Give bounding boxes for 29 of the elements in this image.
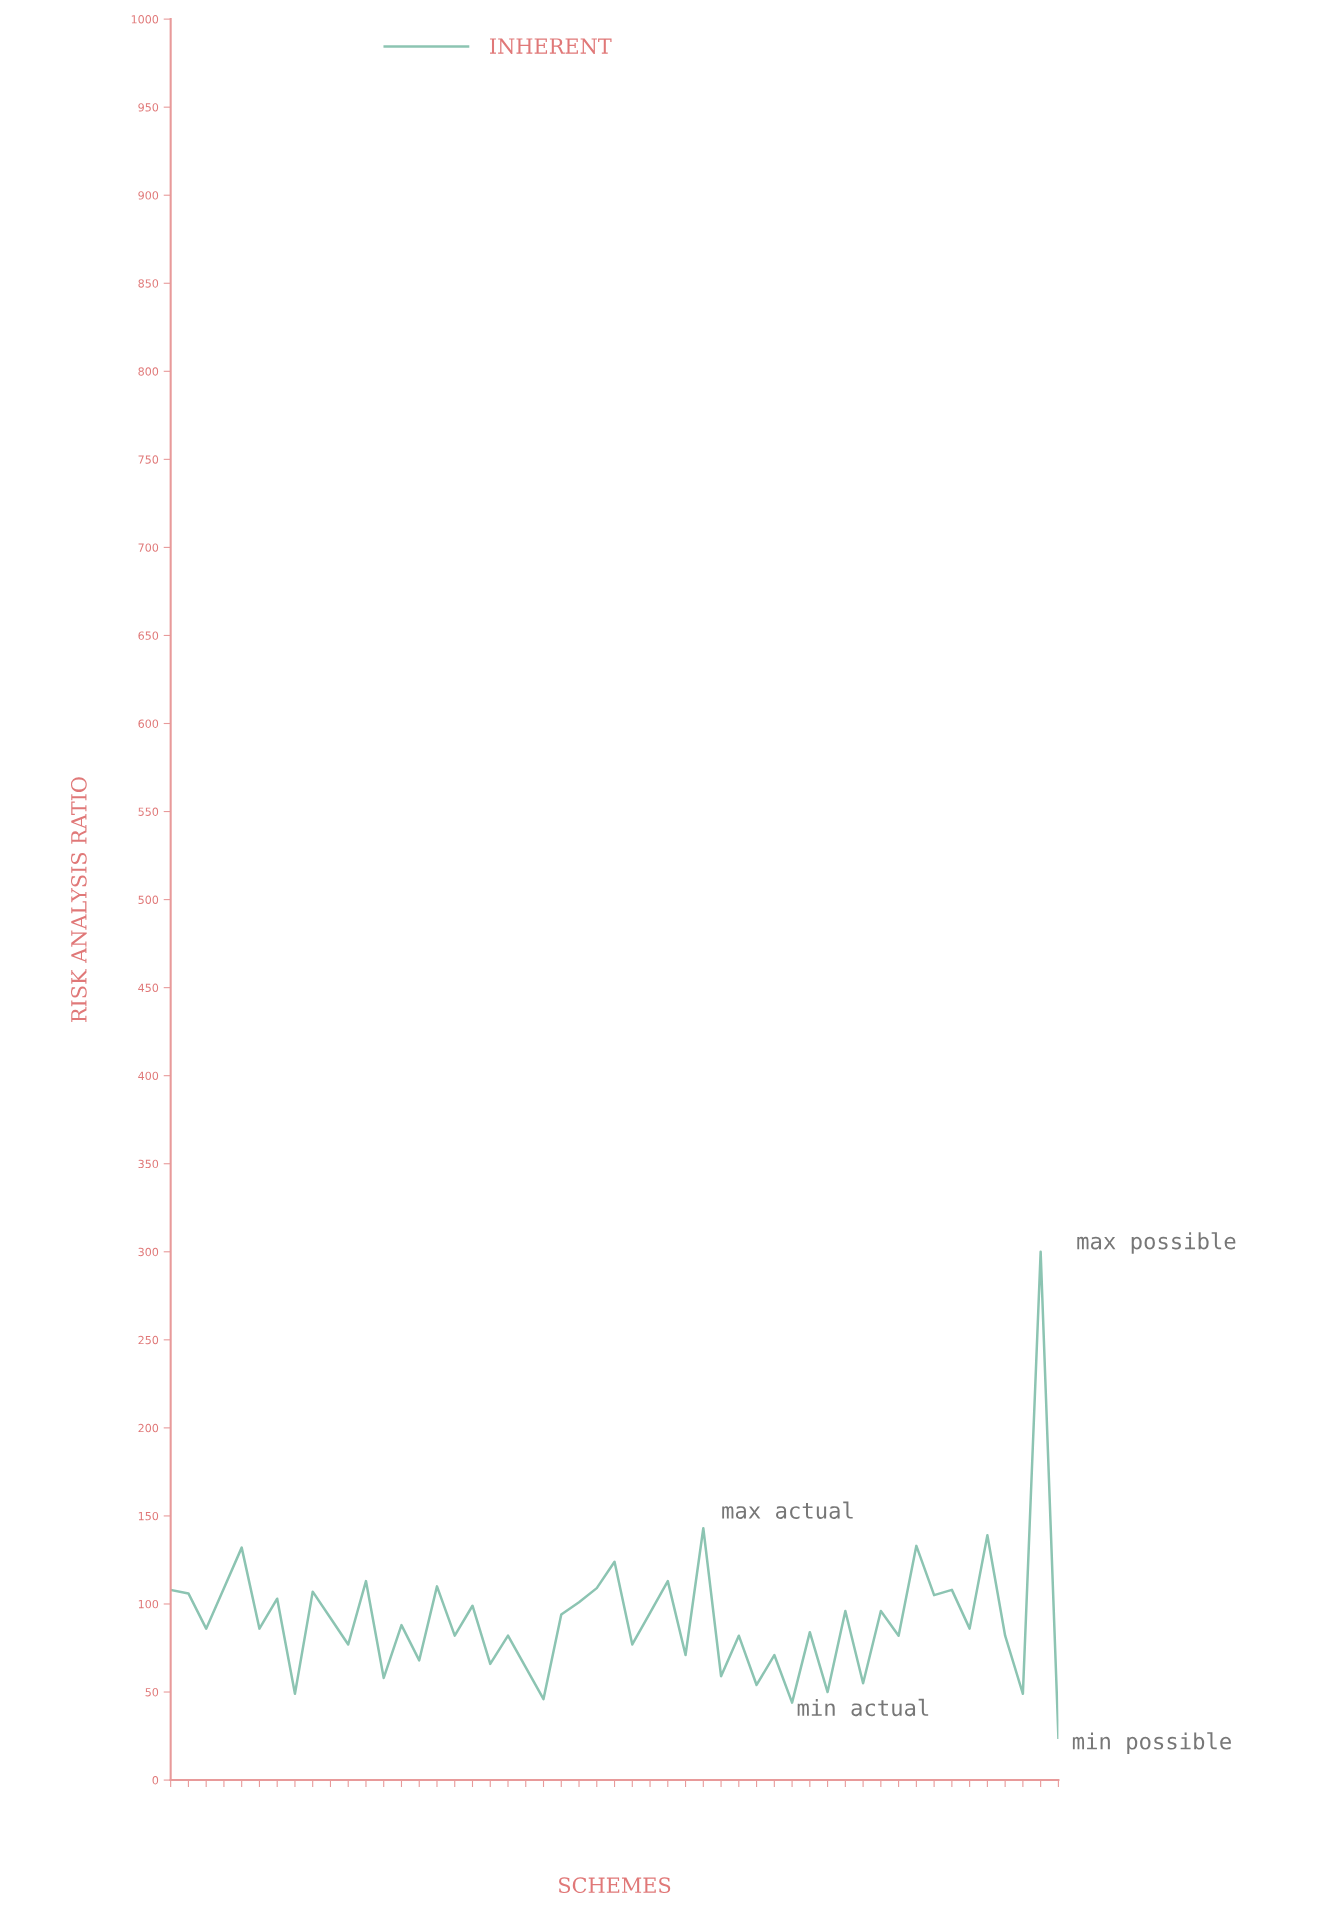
y-tick-label: 650 (138, 631, 159, 640)
y-tick-label: 450 (138, 983, 159, 993)
y-tick-label: 1000 (131, 15, 159, 24)
x-axis-title: SCHEMES (559, 1877, 671, 1894)
y-tick-label: 350 (138, 1159, 159, 1169)
y-tick-label: 750 (138, 455, 159, 464)
legend-label: INHERENT (490, 38, 612, 54)
y-tick-label: 0 (152, 1776, 159, 1785)
annotation: max actual (722, 1501, 853, 1519)
y-tick-label: 250 (138, 1335, 159, 1345)
y-tick-label: 900 (138, 191, 159, 200)
y-axis-title: RISK ANALYSIS RATIO (70, 777, 87, 1023)
y-tick-label: 100 (138, 1599, 159, 1609)
y-tick-label: 850 (138, 279, 159, 288)
y-tick-label: 800 (138, 367, 159, 376)
y-tick-label: 50 (145, 1688, 159, 1697)
y-tick-label: 300 (138, 1247, 159, 1257)
y-tick-label: 550 (138, 807, 159, 816)
y-tick-label: 500 (138, 895, 159, 904)
y-tick-label: 600 (138, 719, 159, 728)
line-series (170, 1250, 1059, 1740)
y-tick-label: 200 (138, 1423, 159, 1433)
text: max possible (1077, 1232, 1236, 1254)
y-tick-label: 700 (138, 543, 159, 552)
y-tick-label: 950 (138, 103, 159, 112)
annotation: min actual (797, 1698, 929, 1717)
y-tick-label: 150 (138, 1511, 159, 1521)
text: min possible (1072, 1732, 1231, 1754)
y-tick-label: 400 (138, 1071, 159, 1081)
